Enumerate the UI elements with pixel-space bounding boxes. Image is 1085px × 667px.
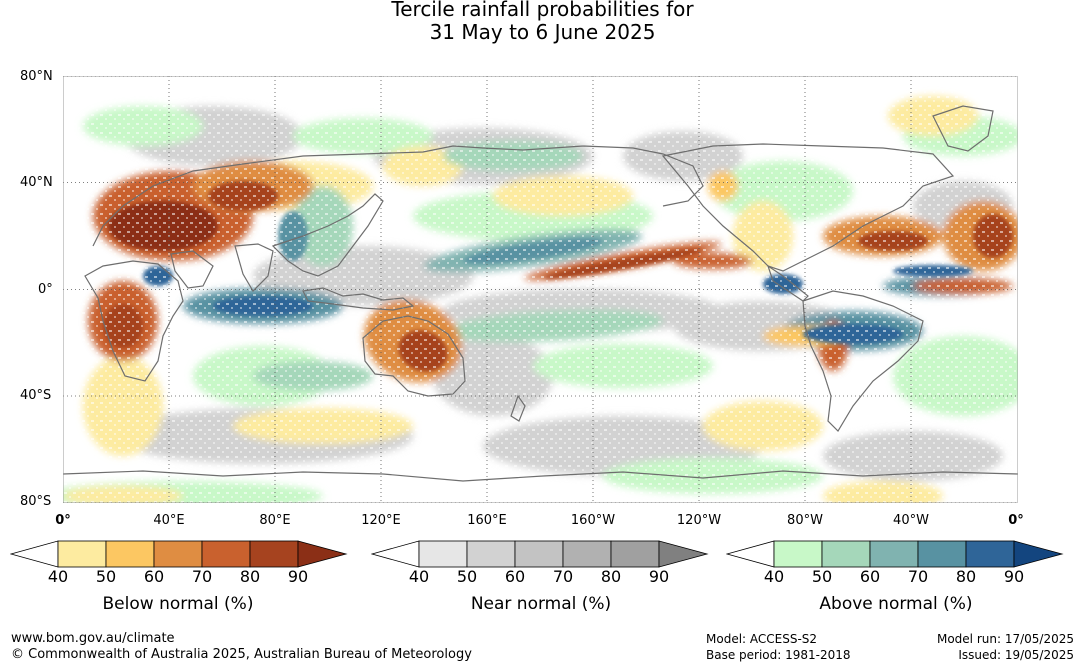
colorbar-tick-label: 50 <box>95 567 117 586</box>
colorbar-segment <box>869 540 919 568</box>
colorbar-segment <box>57 540 107 568</box>
colorbar-above-title: Above normal (%) <box>819 594 973 614</box>
coastlines <box>62 105 1019 482</box>
lon-label-80e: 80°E <box>259 513 291 528</box>
footer-model-run: Model run: 17/05/2025 <box>936 632 1074 646</box>
colorbar-below <box>10 540 350 568</box>
colorbar-tick-label: 50 <box>456 567 478 586</box>
colorbar-tick-label: 90 <box>1003 567 1025 586</box>
colorbar-segment <box>201 540 251 568</box>
colorbar-segment <box>418 540 468 568</box>
colorbar-near-title: Near normal (%) <box>470 594 612 614</box>
colorbar-segment <box>773 540 823 568</box>
colorbar-segment <box>562 540 612 568</box>
colorbar-segment <box>514 540 564 568</box>
colorbar-below-title: Below normal (%) <box>102 594 254 614</box>
colorbar-tick-label: 90 <box>648 567 670 586</box>
rainfall-probability-map <box>43 75 1033 511</box>
colorbar-above-swatches <box>726 540 1064 568</box>
colorbar-near <box>371 540 711 568</box>
colorbar-tick-label: 70 <box>191 567 213 586</box>
colorbar-low-arrow <box>10 540 59 568</box>
colorbar-tick-label: 40 <box>47 567 69 586</box>
colorbar-tick-label: 90 <box>287 567 309 586</box>
colorbar-low-arrow <box>371 540 420 568</box>
lat-label-equator: 0° <box>38 282 53 297</box>
lon-label-0-right: 0° <box>1008 513 1024 528</box>
colorbar-segment <box>153 540 203 568</box>
colorbar-segment <box>821 540 871 568</box>
map-canvas <box>43 75 1033 511</box>
colorbar-tick-label: 80 <box>955 567 977 586</box>
colorbar-segment <box>466 540 516 568</box>
colorbar-tick-label: 60 <box>143 567 165 586</box>
footer-copyright: © Commonwealth of Australia 2025, Austra… <box>11 647 472 662</box>
colorbar-segment <box>965 540 1015 568</box>
footer-model: Model: ACCESS-S2 <box>706 632 818 646</box>
colorbar-tick-label: 80 <box>600 567 622 586</box>
colorbar-above <box>726 540 1066 568</box>
map-frame <box>63 76 1018 503</box>
map-title-line2: 31 May to 6 June 2025 <box>429 20 656 44</box>
colorbar-tick-label: 40 <box>408 567 430 586</box>
footer-issued: Issued: 19/05/2025 <box>958 648 1074 662</box>
lat-label-80s: 80°S <box>20 494 52 509</box>
colorbar-below-swatches <box>10 540 348 568</box>
colorbar-tick-label: 80 <box>239 567 261 586</box>
field-texture <box>63 76 1018 503</box>
lat-label-40n: 40°N <box>20 175 53 190</box>
colorbar-segment <box>249 540 299 568</box>
footer-website: www.bom.gov.au/climate <box>11 631 175 646</box>
lon-label-40w: 40°W <box>893 513 929 528</box>
colorbar-high-arrow <box>1013 540 1064 568</box>
colorbar-near-swatches <box>371 540 709 568</box>
lon-label-40e: 40°E <box>153 513 185 528</box>
lat-label-80n: 80°N <box>20 69 53 84</box>
lon-label-80w: 80°W <box>787 513 823 528</box>
map-title-line1: Tercile rainfall probabilities for <box>391 0 694 21</box>
lon-label-120e: 120°E <box>361 513 401 528</box>
colorbar-segment <box>917 540 967 568</box>
lon-label-160e: 160°E <box>467 513 507 528</box>
lon-label-160w: 160°W <box>570 513 616 528</box>
colorbar-high-arrow <box>297 540 348 568</box>
colorbar-segment <box>105 540 155 568</box>
colorbar-tick-label: 70 <box>552 567 574 586</box>
lon-label-120w: 120°W <box>676 513 722 528</box>
colorbar-low-arrow <box>726 540 775 568</box>
colorbar-tick-label: 50 <box>811 567 833 586</box>
colorbar-tick-label: 60 <box>859 567 881 586</box>
colorbar-tick-label: 70 <box>907 567 929 586</box>
colorbar-high-arrow <box>658 540 709 568</box>
footer-base-period: Base period: 1981-2018 <box>706 648 851 662</box>
lat-label-40s: 40°S <box>20 388 52 403</box>
colorbar-tick-label: 60 <box>504 567 526 586</box>
colorbar-tick-label: 40 <box>763 567 785 586</box>
lon-label-0-left: 0° <box>55 513 71 528</box>
colorbar-segment <box>610 540 660 568</box>
